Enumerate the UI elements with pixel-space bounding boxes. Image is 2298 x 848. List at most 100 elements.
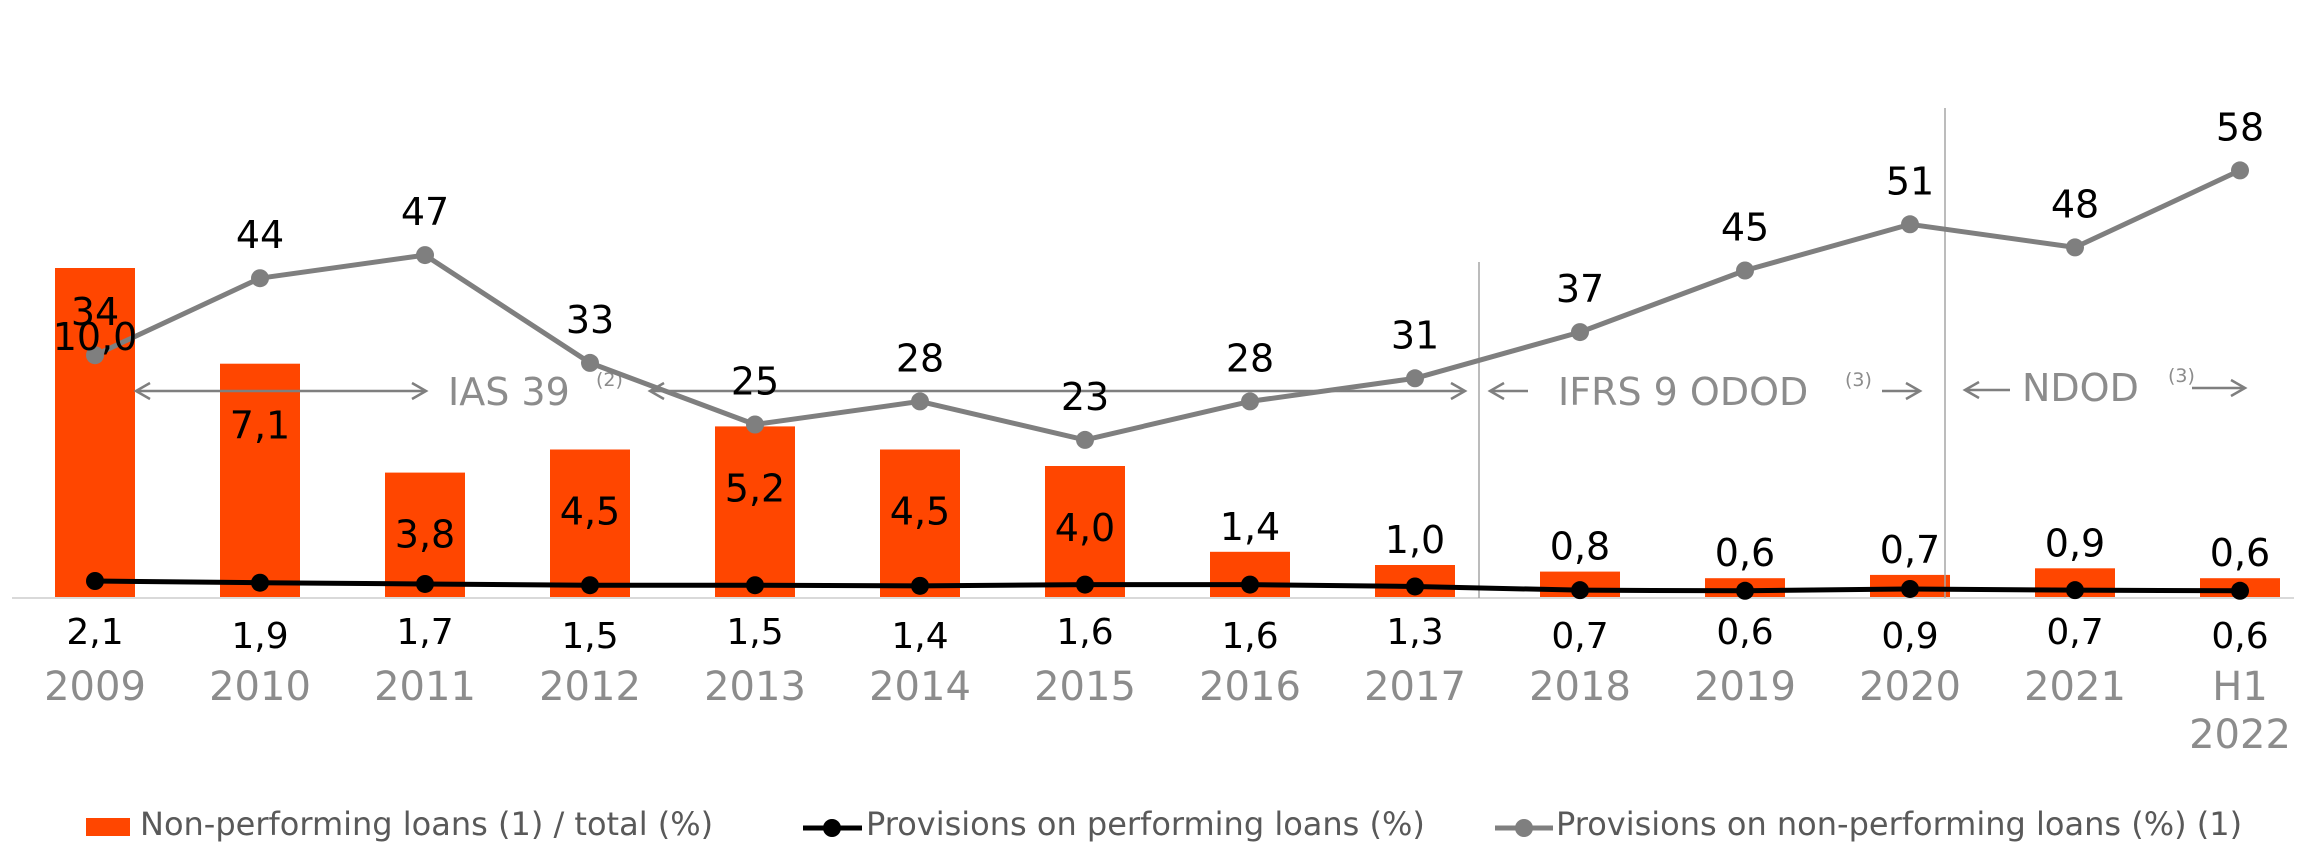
npl-ratio-label: 4,0 bbox=[1055, 506, 1115, 550]
npl-provisions-label: 58 bbox=[2216, 105, 2264, 149]
npl-provisions-point bbox=[581, 353, 599, 372]
legend-swatch-performing-marker bbox=[823, 819, 841, 837]
npl-provisions-point bbox=[1076, 430, 1094, 449]
labels-layer: 10,0 7,1 3,8 4,5 5,2 4,5 4,0 1,4 1,0 0,8 0,6 0,7 0,9… bbox=[53, 105, 2271, 657]
npl-provisions-point bbox=[1241, 392, 1259, 411]
regime-label-ndod: NDOD bbox=[2022, 366, 2139, 410]
regime-label-ias39: IAS 39 bbox=[448, 370, 570, 414]
regime-arrow-head bbox=[1487, 381, 1505, 401]
npl-ratio-label: 4,5 bbox=[560, 490, 620, 534]
npl-provisions-point bbox=[1406, 369, 1424, 388]
npl-provisions-label: 48 bbox=[2051, 182, 2099, 226]
legend-swatch-npl-ratio bbox=[86, 818, 130, 836]
npl-provisions-point bbox=[251, 269, 269, 288]
legend-label-npl-ratio: Non-performing loans (1) / total (%) bbox=[140, 805, 713, 843]
npl-provisions-point bbox=[416, 246, 434, 265]
npl-ratio-label: 0,6 bbox=[1715, 531, 1775, 575]
npl-ratio-label: 0,9 bbox=[2045, 521, 2105, 565]
performing-provisions-label: 1,3 bbox=[1386, 612, 1443, 653]
performing-provisions-label: 1,5 bbox=[726, 612, 783, 653]
performing-provisions-point bbox=[911, 576, 929, 595]
regime-arrow-head bbox=[647, 381, 665, 401]
npl-ratio-bar bbox=[880, 449, 960, 598]
performing-provisions-line bbox=[94, 578, 2241, 594]
npl-provisions-label: 51 bbox=[1886, 159, 1934, 203]
npl-provisions-label: 45 bbox=[1721, 206, 1769, 250]
regime-arrow-head bbox=[2230, 378, 2248, 398]
npl-ratio-label: 1,4 bbox=[1220, 505, 1280, 549]
regime-arrow-head bbox=[1450, 381, 1468, 401]
x-tick-label: 2016 bbox=[1199, 664, 1301, 710]
npl-provisions-label: 25 bbox=[731, 360, 779, 404]
performing-provisions-label: 0,7 bbox=[1551, 616, 1608, 657]
performing-provisions-point bbox=[2231, 581, 2249, 600]
regime-arrow-head bbox=[411, 381, 429, 401]
lines-layer bbox=[86, 161, 2249, 600]
legend-label-performing: Provisions on performing loans (%) bbox=[866, 805, 1425, 843]
performing-provisions-point bbox=[251, 573, 269, 592]
x-tick-label: 2019 bbox=[1694, 664, 1796, 710]
npl-ratio-label: 7,1 bbox=[230, 404, 290, 448]
npl-provisions-point bbox=[2066, 238, 2084, 257]
npl-ratio-label: 3,8 bbox=[395, 513, 455, 557]
x-tick-label: 2012 bbox=[539, 664, 641, 710]
performing-provisions-point bbox=[416, 574, 434, 593]
performing-provisions-label: 1,6 bbox=[1221, 616, 1278, 657]
regime-label-ndod-sup: (3) bbox=[2168, 365, 2195, 387]
npl-provisions-point bbox=[911, 392, 929, 411]
performing-provisions-label: 2,1 bbox=[66, 612, 123, 653]
npl-provisions-label: 33 bbox=[566, 298, 614, 342]
npl-provisions-point bbox=[1571, 323, 1589, 342]
npl-ratio-label: 5,2 bbox=[725, 466, 785, 510]
bars-layer bbox=[55, 268, 2280, 598]
npl-provisions-label: 31 bbox=[1391, 313, 1439, 357]
npl-provisions-line bbox=[93, 168, 2242, 443]
regime-arrow-head bbox=[1905, 381, 1923, 401]
npl-provisions-label: 23 bbox=[1061, 375, 1109, 419]
npl-provisions-label: 28 bbox=[896, 336, 944, 380]
regime-arrow-head bbox=[133, 381, 151, 401]
regime-label-ifrs9: IFRS 9 ODOD bbox=[1558, 370, 1808, 414]
npl-ratio-label: 0,7 bbox=[1880, 528, 1940, 572]
performing-provisions-label: 1,4 bbox=[891, 616, 948, 657]
regime-arrow-head bbox=[1962, 380, 1980, 400]
x-tick-label: 2017 bbox=[1364, 664, 1466, 710]
npl-provisions-label: 44 bbox=[236, 213, 284, 257]
legend-label-npl-provisions: Provisions on non-performing loans (%) (… bbox=[1556, 805, 2242, 843]
performing-provisions-point bbox=[2066, 581, 2084, 600]
regime-label-ifrs9-sup: (3) bbox=[1845, 369, 1872, 391]
npl-provisions-label: 47 bbox=[401, 190, 449, 234]
npl-ratio-label: 0,8 bbox=[1550, 525, 1610, 569]
performing-provisions-point bbox=[581, 576, 599, 595]
npl-provisions-point bbox=[86, 346, 104, 365]
npl-ratio-label: 1,0 bbox=[1385, 518, 1445, 562]
x-tick-label: 2013 bbox=[704, 664, 806, 710]
performing-provisions-point bbox=[1406, 577, 1424, 596]
npl-ratio-bar bbox=[55, 268, 135, 598]
performing-provisions-point bbox=[1571, 581, 1589, 600]
performing-provisions-point bbox=[1901, 579, 1919, 598]
performing-provisions-label: 1,9 bbox=[231, 616, 288, 657]
legend: Non-performing loans (1) / total (%) Prov… bbox=[86, 805, 2242, 843]
x-tick-label: 2021 bbox=[2024, 664, 2126, 710]
npl-ratio-bar bbox=[220, 363, 300, 598]
performing-provisions-label: 0,7 bbox=[2046, 612, 2103, 653]
performing-provisions-label: 1,7 bbox=[396, 612, 453, 653]
performing-provisions-point bbox=[746, 576, 764, 595]
x-tick-label-line: 2022 bbox=[2189, 712, 2291, 758]
performing-provisions-point bbox=[1241, 575, 1259, 594]
x-tick-label: 2015 bbox=[1034, 664, 1136, 710]
npl-ratio-bar bbox=[550, 449, 630, 598]
npl-provisions-label: 28 bbox=[1226, 336, 1274, 380]
legend-swatch-npl-provisions-marker bbox=[1515, 819, 1533, 837]
performing-provisions-label: 0,9 bbox=[1881, 616, 1938, 657]
npl-ratio-bar bbox=[715, 426, 795, 598]
x-tick-labels: 2009 2010 2011 2012 2013 2014 2015 2016 2017 2018… bbox=[44, 664, 2291, 758]
performing-provisions-point bbox=[86, 572, 104, 590]
npl-ratio-label: 0,6 bbox=[2210, 531, 2270, 575]
npl-provisions-point bbox=[1736, 261, 1754, 280]
performing-provisions-label: 1,5 bbox=[561, 616, 618, 657]
performing-provisions-label: 0,6 bbox=[2211, 616, 2268, 657]
x-tick-label: 2014 bbox=[869, 664, 971, 710]
